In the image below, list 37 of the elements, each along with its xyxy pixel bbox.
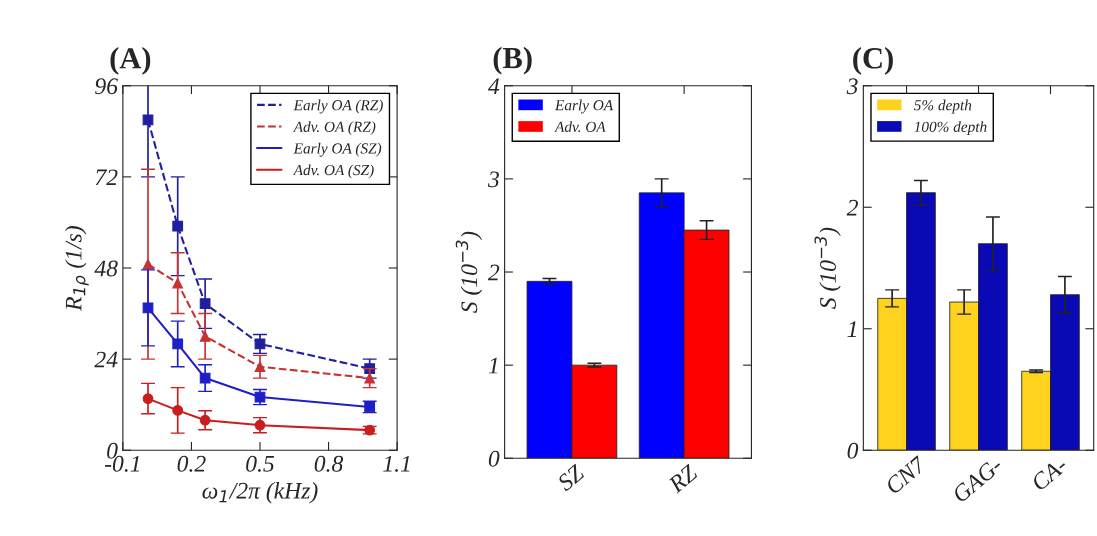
- x-tick-label: GAG-: [951, 456, 1004, 504]
- y-tick-label: 24: [94, 351, 118, 368]
- x-tick-label: 0.8: [314, 455, 344, 472]
- x-tick-label: 1.1: [383, 455, 410, 472]
- chart-title: (A): [110, 47, 151, 75]
- y-tick-label: 96: [95, 78, 118, 95]
- legend-label: Adv. OA (RZ): [292, 121, 376, 136]
- y-tick-label: 4: [488, 78, 500, 94]
- y-tick-label: 2: [487, 264, 500, 281]
- x-tick-label: 0.5: [246, 455, 275, 472]
- legend-label: 5% depth: [913, 99, 972, 114]
- legend-label: Adv. OA: [554, 121, 606, 133]
- legend-label: Early OA: [554, 99, 614, 114]
- y-tick-label: 72: [95, 169, 118, 186]
- x-tick-label: RZ: [667, 463, 699, 494]
- chart-title: (B): [493, 46, 532, 75]
- x-tick-label: 0.2: [177, 455, 206, 472]
- y-axis-title: S (10$^{−3}$): [814, 227, 841, 309]
- legend-label: 100% depth: [914, 121, 987, 136]
- chart-title: (C): [853, 47, 893, 75]
- x-axis-title: ω$_{1}$/2π (kHz): [202, 482, 318, 504]
- x-tick-label: SZ: [556, 463, 586, 492]
- y-tick-label: 3: [846, 78, 858, 95]
- y-axis-title: S (10$^{−3}$): [455, 231, 483, 313]
- y-tick-label: 1: [488, 357, 498, 374]
- y-tick-label: 0: [847, 442, 859, 459]
- legend-label: Early OA (SZ): [293, 142, 382, 157]
- y-tick-label: 2: [846, 199, 858, 216]
- y-tick-label: 1: [847, 321, 856, 337]
- legend-label: Early OA (RZ): [293, 99, 383, 114]
- x-tick-label: CN7: [884, 455, 928, 495]
- legend-label: Adv. OA (SZ): [292, 164, 374, 179]
- y-tick-label: 0: [488, 450, 500, 467]
- y-tick-label: 48: [94, 260, 118, 277]
- y-tick-label: 3: [487, 171, 499, 188]
- y-axis-title: R$_{1ρ}$ (1/s): [64, 226, 89, 311]
- x-tick-label: CA-: [1030, 456, 1069, 492]
